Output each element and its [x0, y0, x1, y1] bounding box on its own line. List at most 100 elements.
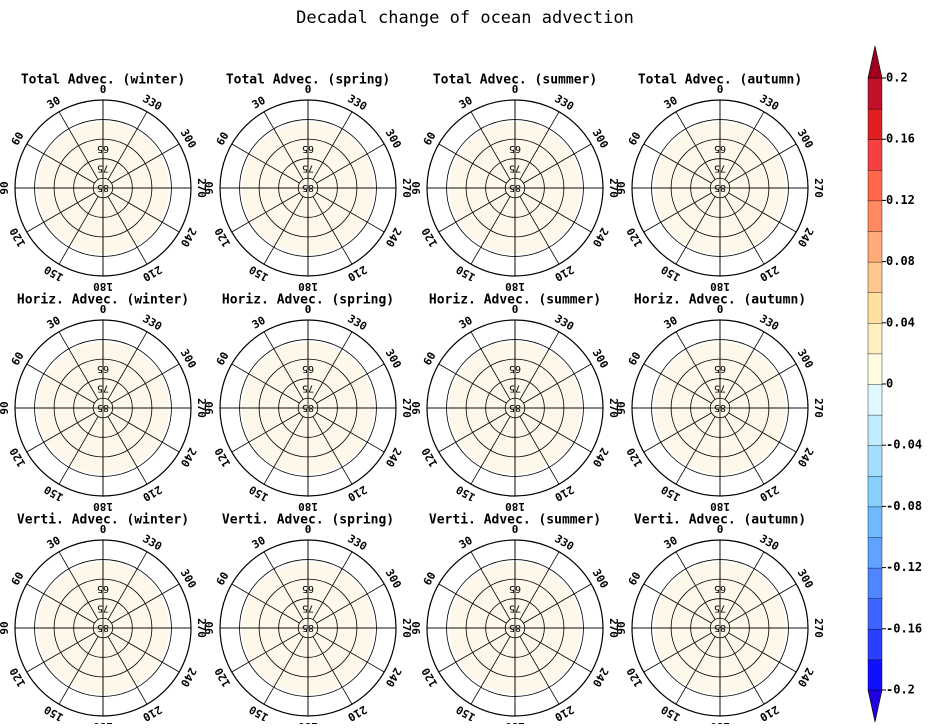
longitude-label: 180 [298, 280, 318, 293]
polar-panel: Horiz. Advec. (autumn)030609012015018021… [615, 293, 825, 514]
colorbar-over [868, 46, 882, 78]
longitude-label: 60 [214, 130, 232, 148]
colorbar-tick-label: 0.16 [886, 132, 915, 146]
polar-panel: Total Advec. (winter)0306090120150180210… [0, 73, 208, 294]
latitude-label: 65 [714, 143, 726, 154]
polar-panel: Horiz. Advec. (summer)030609012015018021… [410, 293, 620, 514]
colorbar-tick-label: -0.08 [886, 499, 922, 513]
longitude-label: 180 [93, 720, 113, 724]
longitude-label: 0 [512, 83, 519, 96]
latitude-label: 65 [302, 363, 314, 374]
colorbar-tick-label: -0.12 [886, 560, 922, 574]
latitude-label: 75 [509, 602, 521, 613]
longitude-label: 180 [93, 280, 113, 293]
colorbar-band [868, 415, 882, 446]
longitude-label: 30 [457, 314, 475, 332]
polar-panel: Total Advec. (spring)0306090120150180210… [203, 73, 413, 294]
longitude-label: 30 [662, 314, 680, 332]
latitude-label: 85 [302, 402, 314, 413]
latitude-label: 65 [509, 143, 521, 154]
longitude-label: 180 [298, 500, 318, 513]
polar-panel: Horiz. Advec. (winter)030609012015018021… [0, 293, 208, 514]
longitude-label: 0 [305, 523, 312, 536]
latitude-label: 65 [97, 363, 109, 374]
longitude-label: 90 [615, 621, 628, 634]
longitude-label: 30 [45, 314, 63, 332]
longitude-label: 60 [421, 570, 439, 588]
latitude-label: 85 [509, 182, 521, 193]
polar-panel: Verti. Advec. (winter)030609012015018021… [0, 513, 208, 725]
latitude-label: 75 [509, 162, 521, 173]
longitude-label: 60 [9, 570, 27, 588]
longitude-label: 60 [9, 350, 27, 368]
latitude-label: 65 [509, 583, 521, 594]
longitude-label: 60 [626, 350, 644, 368]
longitude-label: 0 [717, 83, 724, 96]
latitude-label: 75 [97, 162, 109, 173]
colorbar-band [868, 445, 882, 476]
latitude-label: 75 [97, 602, 109, 613]
longitude-label: 60 [214, 350, 232, 368]
longitude-label: 90 [203, 181, 216, 194]
colorbar-band [868, 476, 882, 507]
colorbar-band [868, 200, 882, 231]
latitude-label: 75 [714, 602, 726, 613]
latitude-label: 85 [97, 182, 109, 193]
longitude-label: 90 [203, 401, 216, 414]
longitude-label: 270 [812, 398, 825, 418]
longitude-label: 0 [717, 303, 724, 316]
longitude-label: 180 [505, 720, 525, 724]
longitude-label: 270 [812, 618, 825, 638]
longitude-label: 180 [505, 280, 525, 293]
colorbar-tick-label: 0 [886, 377, 893, 391]
longitude-label: 0 [305, 83, 312, 96]
colorbar-tick-label: 0.12 [886, 193, 915, 207]
colorbar-band [868, 659, 882, 690]
colorbar-band [868, 506, 882, 537]
polar-panel: Horiz. Advec. (spring)030609012015018021… [203, 293, 413, 514]
longitude-label: 0 [717, 523, 724, 536]
longitude-label: 30 [662, 534, 680, 552]
colorbar-band [868, 353, 882, 384]
colorbar-tick-label: 0.08 [886, 254, 915, 268]
longitude-label: 90 [0, 401, 11, 414]
longitude-label: 180 [710, 280, 730, 293]
latitude-label: 65 [97, 143, 109, 154]
longitude-label: 30 [662, 94, 680, 112]
polar-panel: Total Advec. (autumn)0306090120150180210… [615, 73, 825, 294]
longitude-label: 90 [410, 181, 423, 194]
longitude-label: 90 [0, 621, 11, 634]
latitude-label: 85 [714, 622, 726, 633]
longitude-label: 180 [710, 720, 730, 724]
colorbar-band [868, 629, 882, 660]
longitude-label: 30 [250, 534, 268, 552]
longitude-label: 30 [250, 94, 268, 112]
latitude-label: 75 [509, 382, 521, 393]
latitude-label: 85 [97, 402, 109, 413]
colorbar-band [868, 537, 882, 568]
longitude-label: 90 [0, 181, 11, 194]
latitude-label: 65 [302, 143, 314, 154]
longitude-label: 180 [298, 720, 318, 724]
latitude-label: 65 [97, 583, 109, 594]
longitude-label: 30 [457, 534, 475, 552]
latitude-label: 65 [302, 583, 314, 594]
colorbar-band [868, 170, 882, 201]
latitude-label: 85 [302, 622, 314, 633]
longitude-label: 0 [512, 303, 519, 316]
longitude-label: 90 [615, 401, 628, 414]
longitude-label: 90 [615, 181, 628, 194]
latitude-label: 85 [509, 622, 521, 633]
longitude-label: 0 [512, 523, 519, 536]
colorbar-band [868, 78, 882, 109]
polar-panel: Verti. Advec. (autumn)030609012015018021… [615, 513, 825, 725]
longitude-label: 60 [421, 130, 439, 148]
colorbar-tick-label: 0.04 [886, 315, 915, 329]
longitude-label: 60 [626, 130, 644, 148]
longitude-label: 60 [626, 570, 644, 588]
colorbar-tick-label: -0.2 [886, 683, 915, 697]
longitude-label: 0 [100, 303, 107, 316]
colorbar-band [868, 231, 882, 262]
longitude-label: 30 [250, 314, 268, 332]
latitude-label: 75 [97, 382, 109, 393]
